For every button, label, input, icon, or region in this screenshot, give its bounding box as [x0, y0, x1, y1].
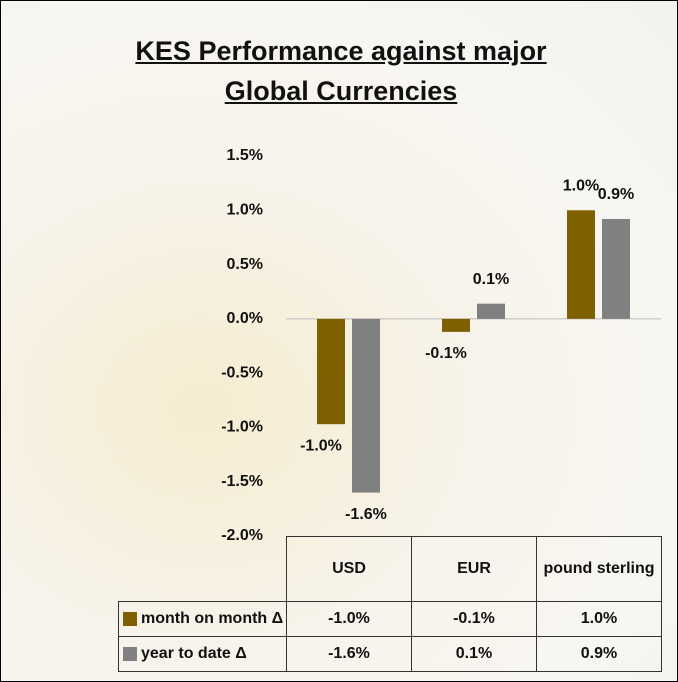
- table-header: USD: [286, 536, 412, 602]
- data-label: 0.1%: [473, 271, 509, 288]
- table-legend: year to date Δ: [118, 636, 287, 672]
- bar: [352, 318, 380, 493]
- table-cell: 0.1%: [411, 636, 537, 672]
- legend-label: year to date Δ: [141, 645, 247, 662]
- data-label: -0.1%: [425, 345, 467, 362]
- legend-swatch: [123, 647, 137, 661]
- bar: [442, 318, 470, 332]
- table-header: EUR: [411, 536, 537, 602]
- y-tick-label: 1.5%: [227, 147, 263, 164]
- y-tick-label: 1.0%: [227, 202, 263, 219]
- y-tick-label: -2.0%: [221, 527, 263, 544]
- table-legend: month on month Δ: [118, 601, 287, 637]
- bar: [602, 218, 630, 319]
- bar: [317, 318, 345, 425]
- data-label: -1.6%: [345, 506, 387, 523]
- data-label: -1.0%: [300, 437, 342, 454]
- table-cell: 0.9%: [536, 636, 662, 672]
- table-header: pound sterling: [536, 536, 662, 602]
- table-cell: 1.0%: [536, 601, 662, 637]
- chart-title: KES Performance against major Global Cur…: [135, 36, 547, 106]
- data-label: 1.0%: [563, 178, 599, 195]
- legend-swatch: [123, 612, 137, 626]
- y-tick-label: -0.5%: [221, 364, 263, 381]
- table-cell: -1.0%: [286, 601, 412, 637]
- legend-label: month on month Δ: [141, 610, 284, 627]
- y-tick-label: -1.0%: [221, 419, 263, 436]
- data-label: 0.9%: [598, 186, 634, 203]
- bar: [567, 210, 595, 319]
- y-tick-label: -1.5%: [221, 473, 263, 490]
- bar: [477, 303, 505, 319]
- y-tick-label: 0.0%: [227, 310, 263, 327]
- y-tick-label: 0.5%: [227, 256, 263, 273]
- table-cell: -0.1%: [411, 601, 537, 637]
- table-cell: -1.6%: [286, 636, 412, 672]
